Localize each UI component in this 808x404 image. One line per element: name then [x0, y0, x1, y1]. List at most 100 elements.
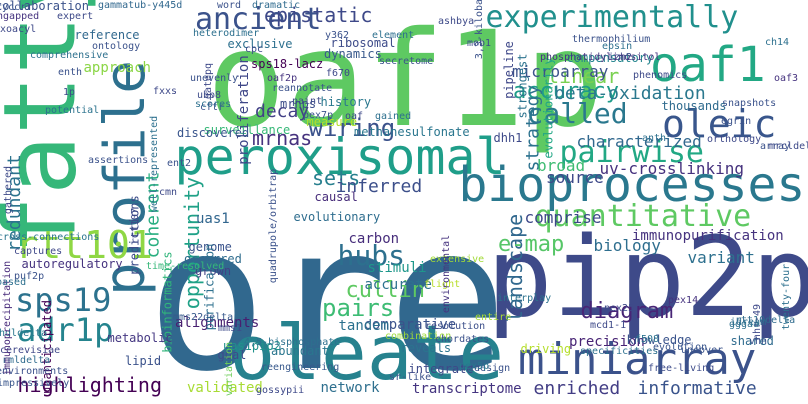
cloud-word-y362: y362 — [325, 31, 349, 41]
cloud-word-variation: variation — [225, 342, 235, 396]
cloud-word-mcd1-1: mcd1-1 — [590, 321, 626, 331]
cloud-word-uv-crosslinking: uv-crosslinking — [600, 161, 745, 177]
cloud-word-gathered: gathered — [4, 166, 14, 214]
cloud-word-immunopurification: immunopurification — [632, 229, 784, 243]
cloud-word-strongest: strongest — [516, 53, 528, 118]
cloud-word-epsin: epsin — [602, 42, 632, 52]
cloud-word-ent2: ent2 — [167, 159, 191, 169]
cloud-word-environmental: environmental — [442, 235, 452, 313]
cloud-word-history: history — [321, 96, 372, 108]
cloud-word-oaf3: oaf3 — [774, 74, 798, 84]
cloud-word-element: element — [372, 31, 414, 41]
cloud-word-sr-like: sr-like — [389, 373, 431, 383]
cloud-word-twenty-four: twenty-four — [782, 264, 792, 330]
cloud-word-chordates: chordates — [435, 335, 489, 345]
cloud-word-mms1: mms1 — [218, 324, 242, 334]
cloud-word-gggaa: gggaa — [729, 320, 759, 330]
cloud-word-oaf: oaf — [345, 112, 363, 122]
cloud-word-quadrupole-orbitrap: quadrupole/orbitrap — [269, 169, 279, 283]
cloud-word-carbon: carbon — [349, 232, 400, 246]
cloud-word-landscape: landscape — [505, 214, 525, 322]
cloud-word-ch14: ch14 — [765, 38, 789, 48]
cloud-word-e-map: e-map — [498, 234, 564, 256]
cloud-word-approach: approach — [84, 61, 151, 75]
cloud-word-word: word — [217, 1, 241, 11]
cloud-word-reference: reference — [75, 29, 140, 41]
cloud-word-paint: paint — [292, 97, 322, 107]
cloud-word-rtt107: rtt107 — [131, 208, 141, 244]
cloud-word-variant: variant — [688, 250, 755, 266]
cloud-word-experimentally: experimentally — [486, 3, 739, 33]
cloud-word-time-resolved: time-resolved — [146, 262, 224, 272]
cloud-word-proliferation: proliferation — [237, 55, 251, 165]
cloud-word-evolutionarily: evolutionarily — [542, 57, 554, 158]
cloud-word-pex14: pex14 — [668, 296, 698, 306]
cloud-word-pipeline: pipeline — [503, 41, 515, 99]
cloud-word-enth: enth — [58, 68, 82, 78]
cloud-word-mrcldelta: mrcldelta — [769, 142, 808, 152]
cloud-word-f670: f670 — [326, 69, 350, 79]
cloud-word-phosphatidylinositol: phosphatidylinositol — [540, 53, 660, 63]
cloud-word-cyccrr: cyccrr — [0, 3, 32, 13]
cloud-word-potential: potential — [45, 106, 99, 116]
cloud-word-extensive: extensive — [430, 255, 484, 265]
cloud-word-metabolic: metabolic — [108, 332, 173, 344]
cloud-word-specificities: specificities — [580, 347, 658, 357]
cloud-word-impressively: impressively — [0, 379, 69, 389]
cloud-word-gammatub-y445d: gammatub-y445d — [98, 1, 182, 11]
cloud-word-4-5-bisphosphate: 4,5-bisphosphate — [244, 338, 340, 348]
cloud-word-characterized: characterized — [577, 134, 702, 150]
cloud-word-mms22delta: mms22delta — [173, 313, 233, 323]
cloud-word-cross-connections: cross-connections — [0, 233, 99, 243]
cloud-word-enriched: enriched — [534, 380, 621, 398]
cloud-word-1p: 1p — [63, 88, 75, 98]
cloud-word-pex7p: pex7p — [303, 111, 333, 121]
cloud-word-transcriptome: transcriptome — [412, 382, 522, 396]
cloud-word-thousands: thousands — [662, 100, 727, 112]
cloud-word-scores: scores — [195, 100, 231, 110]
cloud-word-pex5p: pex5p — [459, 362, 489, 372]
cloud-word-autoregulatory: autoregulatory — [22, 258, 123, 270]
cloud-word-reengineering: reengineering — [261, 363, 339, 373]
cloud-word-orthology: orthology — [707, 135, 761, 145]
cloud-word-oaf1: oaf1 — [650, 41, 766, 89]
cloud-word-discovered: discovered — [177, 127, 249, 139]
cloud-word-snapshots: snapshots — [722, 99, 776, 109]
cloud-word-egrin: egrin — [721, 117, 751, 127]
cloud-word-ashbya: ashbya — [438, 17, 474, 27]
cloud-word-fxxs: fxxs — [153, 87, 177, 97]
cloud-word-uas1: uas1 — [196, 212, 230, 226]
cloud-word-driving: driving — [521, 343, 572, 355]
cloud-word-assertions: assertions — [88, 156, 148, 166]
cloud-word-lipid: lipid — [125, 355, 161, 367]
cloud-word-causal: causal — [315, 191, 358, 203]
cloud-word-pex25: pex25 — [604, 304, 634, 314]
cloud-word-interplay: interplay — [497, 294, 551, 304]
cloud-word-sps18-lacz: sps18-lacz — [251, 58, 323, 70]
cloud-word-oxoacyl: oxoacyl — [0, 25, 36, 35]
cloud-word-stimuli: stimuli — [368, 261, 427, 275]
cloud-word-expert: expert — [57, 12, 93, 22]
cloud-word-ungapped: ungapped — [0, 12, 39, 22]
cloud-word-heterodimer: heterodimer — [193, 29, 259, 39]
cloud-word-based: based — [0, 278, 26, 288]
cloud-word-cmn: cmn — [159, 188, 177, 198]
cloud-word-gained: gained — [375, 112, 411, 122]
cloud-word-network: network — [321, 381, 380, 395]
cloud-word-phenomics: phenomics — [633, 71, 687, 81]
cloud-word-vhh: vhh — [749, 337, 767, 347]
cloud-word-unevenly: unevenly — [190, 74, 238, 84]
cloud-word-3-3-kilobase: 3,3-kilobase — [475, 0, 485, 59]
cloud-word-reannotate: reannotate — [272, 84, 332, 94]
cloud-word-gossypii: gossypii — [256, 386, 304, 396]
cloud-word-comprise: comprise — [525, 210, 602, 226]
cloud-word-comprehensive: comprehensive — [30, 51, 108, 61]
cloud-word-evolution: evolution — [653, 343, 707, 353]
cloud-word-dramatic: dramatic — [252, 1, 300, 11]
cloud-word-tandem: tandem — [339, 319, 390, 333]
cloud-word-well-represented: well-represented — [150, 116, 160, 212]
cloud-word-dhh1: dhh1 — [494, 132, 523, 144]
cloud-word-source: source — [546, 170, 604, 186]
cloud-word-anth: anth — [642, 134, 666, 144]
